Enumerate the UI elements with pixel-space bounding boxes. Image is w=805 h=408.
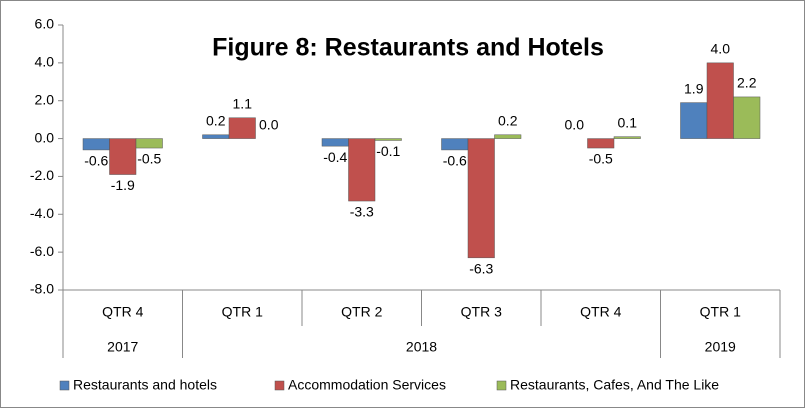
- data-label: 1.1: [233, 95, 253, 111]
- data-label: 1.9: [684, 80, 704, 96]
- data-label: 4.0: [711, 41, 731, 57]
- chart-title: Figure 8: Restaurants and Hotels: [212, 34, 604, 62]
- y-tick-label: -8.0: [30, 281, 54, 297]
- y-tick-label: -2.0: [30, 167, 54, 183]
- bar: [441, 138, 469, 151]
- data-label: -0.5: [589, 151, 613, 167]
- y-tick-label: 0.0: [35, 129, 55, 145]
- legend-label: Restaurants, Cafes, And The Like: [510, 377, 719, 393]
- data-label: 0.2: [206, 112, 226, 128]
- data-label: -0.6: [443, 153, 467, 169]
- bar: [374, 138, 402, 141]
- x-tick-label: QTR 4: [102, 304, 143, 320]
- bar: [680, 102, 708, 139]
- bar: [613, 136, 641, 139]
- legend-swatch: [59, 380, 70, 391]
- bar: [82, 138, 110, 151]
- data-label: 0.0: [259, 116, 279, 132]
- data-label: 0.1: [618, 114, 638, 130]
- data-label: -0.4: [323, 149, 347, 165]
- data-label: -0.6: [84, 153, 108, 169]
- bar: [109, 138, 137, 175]
- data-label: -6.3: [469, 261, 493, 277]
- bar: [202, 134, 230, 139]
- x-tick-label: QTR 1: [222, 304, 263, 320]
- y-tick-label: 6.0: [35, 16, 55, 32]
- data-label: -1.9: [111, 177, 135, 193]
- bar: [135, 138, 163, 149]
- legend-swatch: [496, 380, 507, 391]
- y-tick-label: -6.0: [30, 243, 54, 259]
- bar: [587, 138, 615, 149]
- bar: [494, 134, 522, 139]
- data-label: -3.3: [350, 204, 374, 220]
- bar: [321, 138, 349, 147]
- group-label: 2017: [107, 339, 138, 355]
- bar: [348, 138, 376, 202]
- bar: [228, 117, 256, 139]
- bar: [733, 96, 761, 139]
- data-label: -0.5: [137, 151, 161, 167]
- bar: [467, 138, 495, 259]
- data-label: 2.2: [737, 75, 757, 91]
- legend-label: Accommodation Services: [288, 377, 446, 393]
- x-tick-label: QTR 4: [580, 304, 621, 320]
- legend-label: Restaurants and hotels: [73, 377, 217, 393]
- bar: [706, 62, 734, 139]
- x-tick-label: QTR 2: [341, 304, 382, 320]
- y-tick-label: -4.0: [30, 205, 54, 221]
- x-tick-label: QTR 3: [461, 304, 502, 320]
- legend-swatch: [274, 380, 285, 391]
- data-label: 0.0: [565, 116, 585, 132]
- group-label: 2019: [705, 339, 736, 355]
- y-tick-label: 2.0: [35, 91, 55, 107]
- x-tick-label: QTR 1: [700, 304, 741, 320]
- group-label: 2018: [406, 339, 437, 355]
- data-label: 0.2: [498, 112, 518, 128]
- data-label: -0.1: [376, 143, 400, 159]
- y-tick-label: 4.0: [35, 54, 55, 70]
